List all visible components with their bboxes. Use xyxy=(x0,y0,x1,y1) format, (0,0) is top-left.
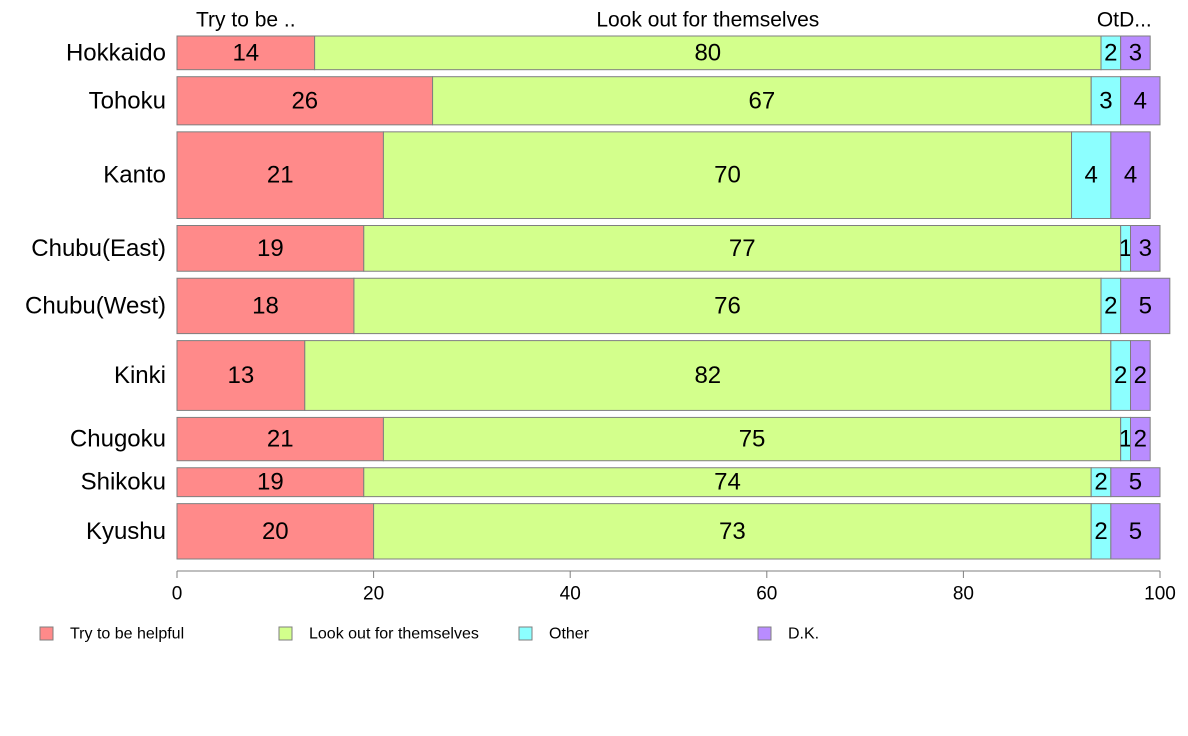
data-label: 80 xyxy=(694,39,721,66)
bar-segment xyxy=(1120,76,1161,126)
plot-area: 14 80 2 326 67 3 421 70 4 419 77 1 318 76 2 513 82 2 221 75… xyxy=(176,35,1171,560)
category-label: Chubu(East) xyxy=(31,235,166,262)
data-label: 2 xyxy=(1104,39,1117,66)
column-header-label: Try to be .. xyxy=(196,9,296,32)
data-label: 75 xyxy=(739,426,766,453)
bar-segment xyxy=(176,467,365,498)
x-tick-label: 60 xyxy=(756,584,777,605)
data-label: 3 xyxy=(1129,39,1142,66)
data-label: 2 xyxy=(1134,362,1147,389)
legend-label: D.K. xyxy=(788,626,819,643)
bar-segment xyxy=(382,131,1073,220)
bar-segment xyxy=(304,340,1112,411)
legend-swatch xyxy=(518,626,533,641)
bar-segment xyxy=(1130,416,1151,462)
data-label: 19 xyxy=(257,469,284,496)
category-axis: Hokkaido Tohoku Kanto Chubu(East) Chubu(West… xyxy=(25,39,166,544)
data-label: 74 xyxy=(714,469,741,496)
x-tick-label: 20 xyxy=(363,584,384,605)
x-tick-label: 100 xyxy=(1144,584,1176,605)
data-label: 2 xyxy=(1104,292,1117,319)
category-label: Kinki xyxy=(114,362,166,389)
x-axis: 0 20 40 60 80 100 xyxy=(172,570,1176,605)
data-label: 67 xyxy=(749,87,776,114)
data-label: 70 xyxy=(714,162,741,189)
bar-segment xyxy=(432,76,1092,126)
data-label: 82 xyxy=(694,362,721,389)
column-header-label: Look out for themselves xyxy=(596,9,819,32)
bar-segment xyxy=(373,503,1092,560)
legend-swatch xyxy=(757,626,772,641)
category-label: Tohoku xyxy=(89,87,166,114)
bar-segment xyxy=(1110,503,1161,560)
legend-swatch xyxy=(278,626,293,641)
bar-segment xyxy=(176,76,434,126)
data-label: 5 xyxy=(1129,518,1142,545)
category-label: Hokkaido xyxy=(66,39,166,66)
legend: Try to be helpful Look out for themselves… xyxy=(39,626,819,643)
x-tick-label: 80 xyxy=(953,584,974,605)
column-header-labels: Try to be .. Look out for themselves Ot.D.… xyxy=(196,9,1152,32)
bar-segment xyxy=(363,467,1092,498)
data-label: 26 xyxy=(291,87,318,114)
data-label: 2 xyxy=(1094,518,1107,545)
data-label: 3 xyxy=(1139,235,1152,262)
category-label: Kyushu xyxy=(86,518,166,545)
category-label: Kanto xyxy=(103,162,166,189)
data-label: 2 xyxy=(1114,362,1127,389)
data-label: 4 xyxy=(1085,162,1098,189)
category-label: Chugoku xyxy=(70,426,166,453)
data-label: 21 xyxy=(267,162,294,189)
legend-label: Look out for themselves xyxy=(309,626,479,643)
legend-swatch xyxy=(39,626,54,641)
bar-segment xyxy=(1120,35,1151,71)
legend-label: Other xyxy=(549,626,590,643)
bar-segment xyxy=(382,416,1122,462)
data-label: 18 xyxy=(252,292,279,319)
data-label: 21 xyxy=(267,426,294,453)
bar-segment xyxy=(1071,131,1112,220)
x-tick-label: 0 xyxy=(172,584,183,605)
data-label: 14 xyxy=(232,39,259,66)
bar-segment xyxy=(176,131,384,220)
bar-segment xyxy=(1090,76,1122,126)
data-label: 1 xyxy=(1119,235,1132,262)
category-label: Chubu(West) xyxy=(25,292,166,319)
bar-segment xyxy=(176,277,355,335)
data-label: 76 xyxy=(714,292,741,319)
data-label: 19 xyxy=(257,235,284,262)
data-label: 73 xyxy=(719,518,746,545)
bar-segment xyxy=(353,277,1102,335)
x-tick-label: 40 xyxy=(560,584,581,605)
data-label: 77 xyxy=(729,235,756,262)
data-label: 20 xyxy=(262,518,289,545)
legend-label: Try to be helpful xyxy=(70,626,184,643)
bar-segment xyxy=(314,35,1102,71)
bar-segment xyxy=(1130,340,1151,411)
data-label: 4 xyxy=(1124,162,1137,189)
bar-segment xyxy=(1120,277,1171,335)
bar-segment xyxy=(176,225,365,272)
bar-segment xyxy=(1110,131,1151,220)
data-label: 1 xyxy=(1119,426,1132,453)
bar-segment xyxy=(1130,225,1161,272)
category-label: Shikoku xyxy=(81,469,166,496)
data-label: 13 xyxy=(228,362,255,389)
bar-segment xyxy=(176,340,306,411)
data-label: 2 xyxy=(1134,426,1147,453)
data-label: 3 xyxy=(1099,87,1112,114)
bar-segment xyxy=(1110,467,1161,498)
data-label: 4 xyxy=(1134,87,1147,114)
data-label: 5 xyxy=(1129,469,1142,496)
column-header-label: D... xyxy=(1119,9,1152,32)
data-label: 2 xyxy=(1094,469,1107,496)
data-label: 5 xyxy=(1139,292,1152,319)
column-header-label: Ot. xyxy=(1097,9,1125,32)
